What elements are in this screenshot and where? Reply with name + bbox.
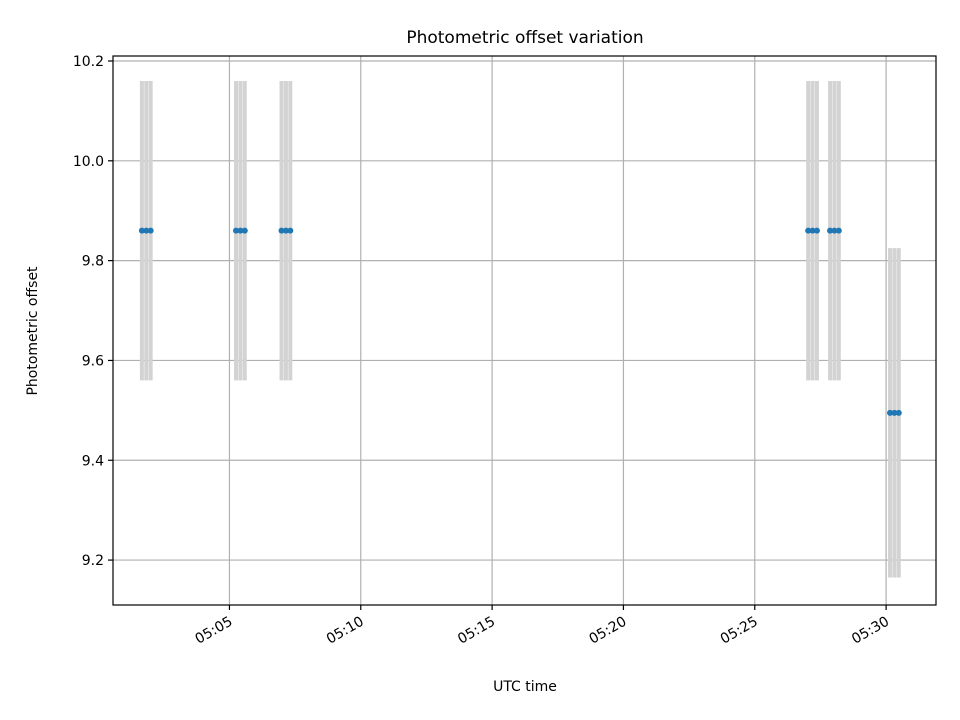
grid	[113, 56, 936, 605]
plot-frame	[112, 55, 937, 606]
data-point	[827, 227, 834, 234]
data-point	[278, 227, 285, 234]
data-point	[147, 227, 154, 234]
x-axis-ticks: 05:05 05:10 05:15 05:20 05:25 05:30	[192, 605, 892, 648]
y-tick-label: 9.4	[82, 453, 104, 469]
data-point	[891, 409, 898, 416]
data-point	[835, 227, 842, 234]
chart-title: Photometric offset variation	[406, 28, 643, 48]
data-point	[809, 227, 816, 234]
data-point	[233, 227, 240, 234]
y-axis-ticks: 9.2 9.4 9.6 9.8 10.0 10.2	[73, 54, 113, 569]
data-point	[805, 227, 812, 234]
data-point	[282, 227, 289, 234]
data-point	[887, 409, 894, 416]
y-tick-label: 9.2	[82, 553, 104, 569]
x-tick-label: 05:20	[586, 614, 629, 648]
x-tick-label: 05:30	[849, 614, 892, 648]
x-tick-label: 05:25	[718, 614, 761, 648]
x-tick-label: 05:10	[324, 614, 367, 648]
data-point	[241, 227, 248, 234]
data-points	[138, 227, 902, 416]
x-tick-label: 05:15	[455, 614, 498, 648]
y-tick-label: 10.0	[73, 154, 104, 170]
error-bars	[139, 80, 901, 578]
data-point	[287, 227, 294, 234]
data-point	[143, 227, 150, 234]
x-tick-label: 05:05	[192, 614, 235, 648]
data-point	[813, 227, 820, 234]
data-point	[895, 409, 902, 416]
y-tick-label: 9.6	[82, 353, 104, 369]
y-tick-label: 10.2	[73, 54, 104, 70]
data-point	[237, 227, 244, 234]
x-axis-label: UTC time	[493, 679, 557, 695]
data-point	[138, 227, 145, 234]
data-point	[831, 227, 838, 234]
y-axis-label: Photometric offset	[25, 266, 41, 396]
y-tick-label: 9.8	[82, 254, 104, 270]
